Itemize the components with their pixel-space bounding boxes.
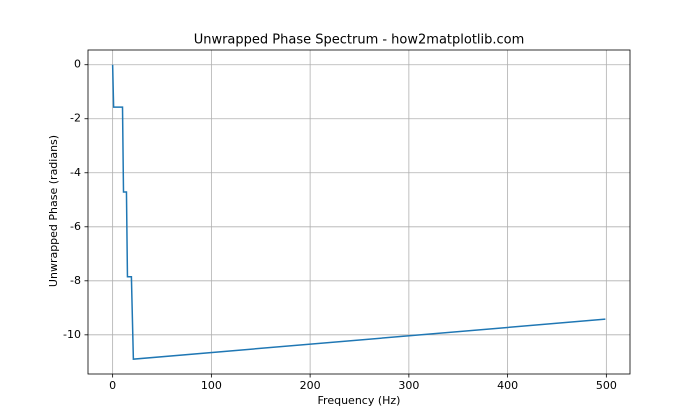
- x-tick-label: 0: [109, 379, 116, 392]
- y-tick-label: -10: [63, 328, 81, 341]
- data-line: [111, 64, 606, 360]
- y-tick-label: -6: [70, 220, 81, 233]
- y-tick-label: -8: [70, 274, 81, 287]
- y-tick-label: -2: [70, 112, 81, 125]
- chart-title: Unwrapped Phase Spectrum - how2matplotli…: [194, 33, 525, 48]
- x-tick-label: 100: [201, 379, 222, 392]
- x-axis-label: Frequency (Hz): [318, 394, 401, 407]
- y-tick-label: -4: [70, 166, 81, 179]
- y-tick-label: 0: [74, 58, 81, 71]
- plot-frame: [87, 49, 631, 375]
- x-tick-label: 300: [398, 379, 419, 392]
- y-axis-label: Unwrapped Phase (radians): [47, 135, 60, 287]
- x-tick-label: 500: [596, 379, 617, 392]
- x-tick-label: 200: [300, 379, 321, 392]
- x-tick-label: 400: [497, 379, 518, 392]
